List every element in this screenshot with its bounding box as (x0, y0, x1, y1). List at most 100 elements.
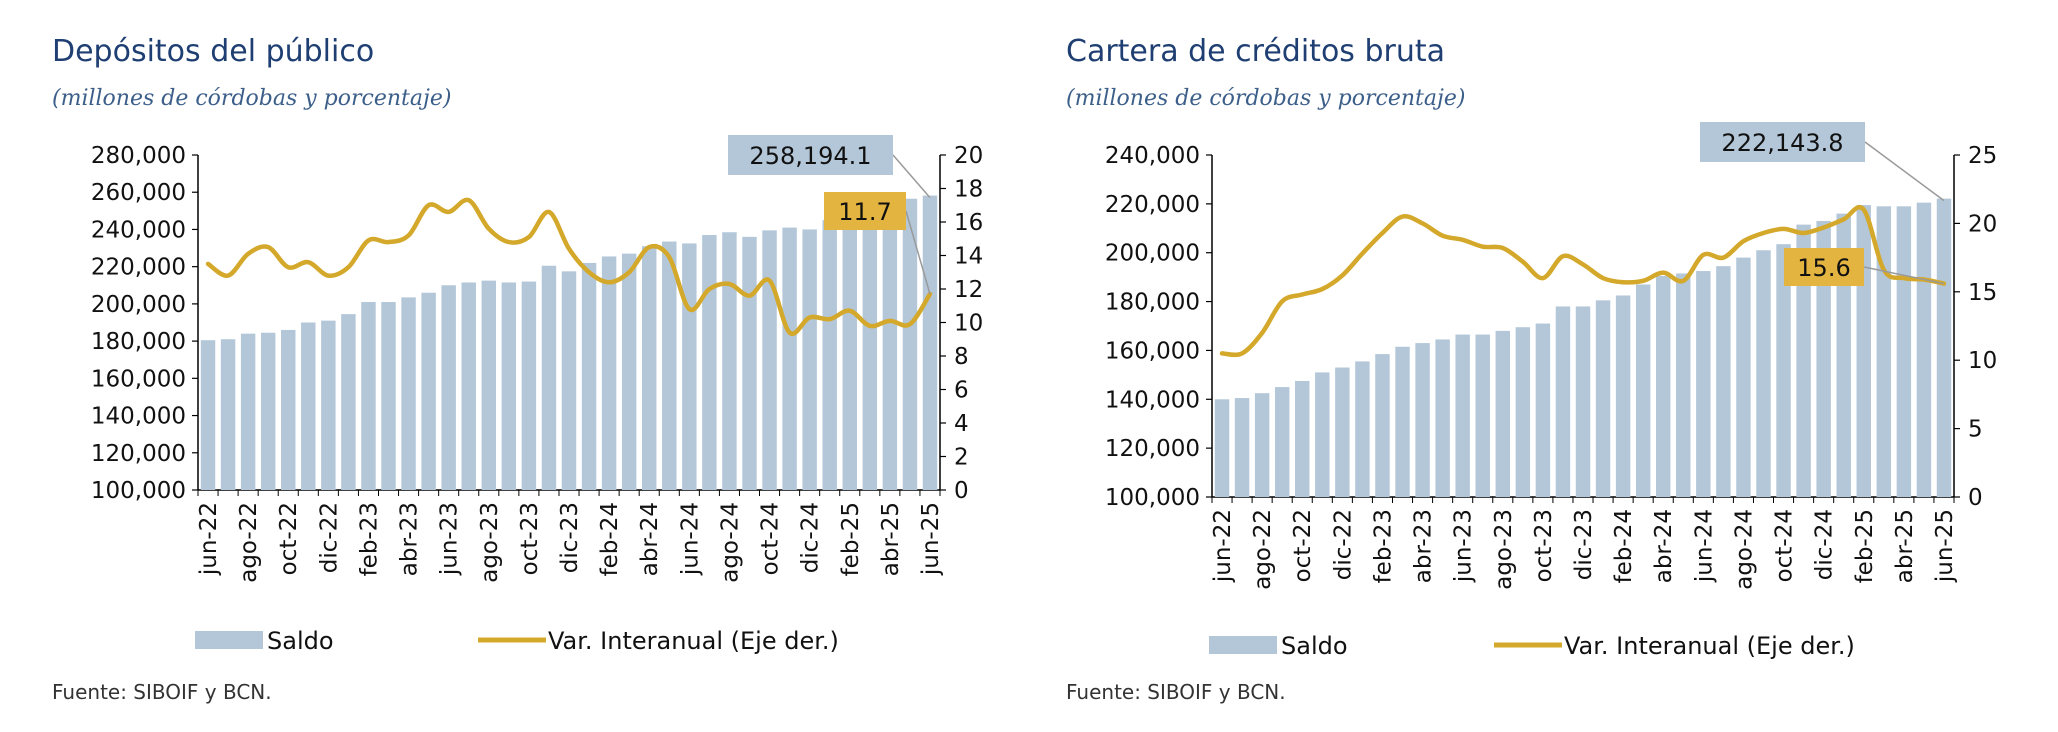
callout-label-saldo: 222,143.8 (1721, 129, 1843, 157)
bar-saldo (1896, 206, 1912, 498)
y-tick-label: 180,000 (91, 329, 186, 355)
bar-saldo (281, 329, 296, 490)
x-tick-label: jun-23 (437, 502, 463, 576)
bar-saldo (401, 297, 416, 490)
x-tick-label: oct-22 (276, 502, 302, 575)
chart-panel-cartera: Cartera de créditos bruta (millones de c… (1014, 0, 2024, 732)
x-tick-label: ago-22 (236, 502, 262, 583)
y2-tick-label: 0 (954, 478, 969, 504)
callout-box-var (1784, 248, 1864, 286)
x-tick-label: jun-22 (1210, 509, 1236, 583)
callout-box-var (824, 192, 906, 230)
callout-label-var: 11.7 (838, 198, 891, 226)
y-tick-label: 160,000 (1105, 338, 1200, 364)
x-tick-label: abr-25 (1892, 509, 1918, 583)
y-tick-label: 140,000 (91, 404, 186, 430)
y-tick-label: 180,000 (1105, 290, 1200, 316)
bar-saldo (341, 314, 356, 490)
legend-label-var: Var. Interanual (Eje der.) (1564, 632, 1855, 660)
bar-saldo (922, 195, 938, 491)
y-tick-label: 100,000 (1105, 485, 1200, 511)
x-tick-label: jun-23 (1451, 509, 1477, 583)
bar-saldo (621, 253, 637, 490)
x-tick-label: feb-23 (1370, 509, 1396, 583)
chart-title: Depósitos del público (52, 34, 375, 69)
bar-saldo (1876, 206, 1892, 498)
x-tick-label: ago-24 (1731, 509, 1757, 590)
bar-saldo (1655, 275, 1671, 497)
bar-saldo (561, 271, 577, 490)
bar-saldo (1635, 284, 1651, 497)
y-tick-label: 120,000 (1105, 436, 1200, 462)
y2-tick-label: 8 (954, 344, 969, 370)
x-tick-label: abr-25 (878, 502, 904, 576)
x-tick-label: dic-22 (316, 502, 342, 573)
x-tick-label: dic-23 (1571, 509, 1597, 580)
chart-plot-cartera: 100,000 120,000 140,000 160,000 180,000 200,0… (1105, 122, 1997, 660)
bar-saldo (1716, 266, 1731, 497)
bar-saldo (601, 256, 617, 490)
bar-saldo (301, 322, 316, 490)
x-tick-label: jun-22 (196, 502, 222, 576)
bar-saldo (1315, 372, 1330, 497)
y-tick-label: 160,000 (91, 366, 186, 392)
bar-saldo (882, 208, 898, 490)
bar-saldo (1355, 361, 1370, 497)
legend-label-saldo: Saldo (1281, 632, 1348, 660)
y2-tick-label: 20 (1968, 211, 1997, 237)
y-tick-label: 220,000 (91, 255, 186, 281)
x-tick-label: jun-24 (1691, 509, 1717, 583)
y-tick-label: 240,000 (1105, 143, 1200, 169)
chart-subtitle: (millones de córdobas y porcentaje) (1066, 86, 1466, 111)
bar-saldo (1295, 380, 1310, 497)
bar-saldo (782, 227, 797, 491)
legend-label-saldo: Saldo (267, 627, 334, 655)
x-tick-label: dic-23 (557, 502, 583, 573)
x-tick-label: oct-23 (517, 502, 543, 575)
bar-saldo (1435, 339, 1450, 497)
x-tick-label: ago-23 (1491, 509, 1517, 590)
chart-plot-depositos: 100,000 120,000 140,000 160,000 180,000 200,0… (91, 135, 983, 655)
bar-saldo (240, 333, 256, 490)
bar-saldo (1676, 273, 1691, 497)
bar-saldo (481, 280, 497, 490)
bar-saldo (742, 236, 757, 490)
bar-saldo (1776, 244, 1791, 497)
x-tick-label: ago-23 (477, 502, 503, 583)
x-tick-label: ago-24 (717, 502, 743, 583)
y-tick-label: 280,000 (91, 143, 186, 169)
bar-saldo (521, 281, 537, 490)
line-var-interanual (205, 197, 933, 337)
bar-saldo (1756, 250, 1771, 497)
bar-saldo (200, 340, 216, 490)
bar-saldo (220, 339, 236, 490)
bar-saldo (1535, 323, 1551, 497)
bar-saldo (1214, 399, 1230, 497)
y2-tick-label: 0 (1968, 485, 1983, 511)
bar-saldo (1415, 343, 1430, 497)
chart-panel-depositos: Depósitos del público (millones de córdo… (0, 0, 1010, 732)
chart-subtitle: (millones de córdobas y porcentaje) (52, 86, 452, 111)
bar-saldo (1375, 354, 1390, 497)
x-tick-label: abr-23 (1411, 509, 1437, 583)
legend-swatch-saldo (195, 631, 263, 649)
y-tick-label: 260,000 (91, 180, 186, 206)
y-tick-label: 140,000 (1105, 387, 1200, 413)
bar-saldo (822, 220, 837, 490)
x-tick-label: feb-25 (838, 502, 864, 576)
y-tick-label: 240,000 (91, 217, 186, 243)
legend-label-var: Var. Interanual (Eje der.) (548, 627, 839, 655)
callout-leader-saldo (892, 154, 931, 199)
y2-tick-label: 12 (954, 277, 983, 303)
bar-saldo (722, 232, 737, 490)
x-tick-label: dic-24 (1812, 509, 1838, 580)
chart-source: Fuente: SIBOIF y BCN. (52, 680, 272, 704)
bar-saldo (381, 302, 396, 490)
x-tick-label: abr-24 (1651, 509, 1677, 583)
y2-tick-label: 6 (954, 378, 969, 404)
bar-saldo (1736, 257, 1751, 497)
bar-saldo (1796, 224, 1811, 497)
bar-saldo (862, 213, 878, 490)
x-tick-label: oct-22 (1290, 509, 1316, 582)
x-tick-label: jun-24 (677, 502, 703, 576)
